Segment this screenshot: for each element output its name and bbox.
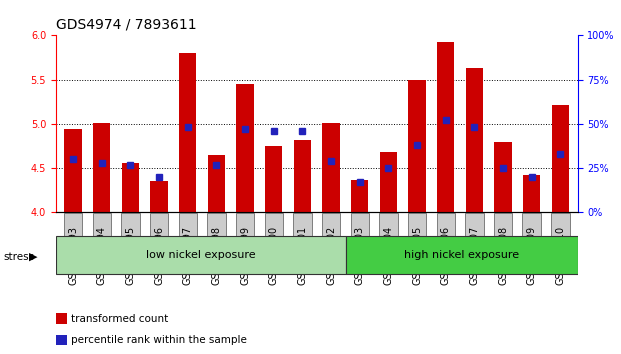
Text: GSM992698: GSM992698 (211, 226, 222, 285)
Bar (294, 140, 311, 212)
Text: GSM992703: GSM992703 (355, 226, 365, 285)
Text: transformed count: transformed count (71, 314, 169, 324)
Text: low nickel exposure: low nickel exposure (146, 250, 256, 260)
Bar (208, 155, 225, 212)
Bar (380, 152, 397, 212)
FancyBboxPatch shape (56, 236, 346, 274)
FancyBboxPatch shape (465, 213, 484, 237)
FancyBboxPatch shape (346, 236, 578, 274)
Bar (437, 42, 455, 212)
Bar (466, 68, 483, 212)
Text: GSM992705: GSM992705 (412, 226, 422, 285)
FancyBboxPatch shape (494, 213, 512, 237)
Text: ▶: ▶ (29, 252, 37, 262)
FancyBboxPatch shape (437, 213, 455, 237)
Bar (523, 175, 540, 212)
Text: GSM992707: GSM992707 (469, 226, 479, 285)
FancyBboxPatch shape (379, 213, 397, 237)
FancyBboxPatch shape (408, 213, 426, 237)
FancyBboxPatch shape (265, 213, 283, 237)
Text: high nickel exposure: high nickel exposure (404, 250, 519, 260)
Text: GDS4974 / 7893611: GDS4974 / 7893611 (56, 17, 196, 32)
Text: GSM992709: GSM992709 (527, 226, 537, 285)
Text: GSM992697: GSM992697 (183, 226, 193, 285)
FancyBboxPatch shape (522, 213, 541, 237)
FancyBboxPatch shape (236, 213, 254, 237)
Text: percentile rank within the sample: percentile rank within the sample (71, 335, 247, 345)
Text: GSM992706: GSM992706 (441, 226, 451, 285)
Text: GSM992704: GSM992704 (383, 226, 393, 285)
Text: stress: stress (3, 252, 34, 262)
Bar (322, 123, 340, 212)
FancyBboxPatch shape (322, 213, 340, 237)
FancyBboxPatch shape (150, 213, 168, 237)
Text: GSM992693: GSM992693 (68, 226, 78, 285)
Text: GSM992702: GSM992702 (326, 226, 336, 285)
Text: GSM992694: GSM992694 (97, 226, 107, 285)
FancyBboxPatch shape (551, 213, 569, 237)
Bar (237, 84, 253, 212)
Text: GSM992708: GSM992708 (498, 226, 508, 285)
Bar (409, 80, 425, 212)
Text: GSM992695: GSM992695 (125, 226, 135, 285)
FancyBboxPatch shape (121, 213, 140, 237)
Bar (551, 105, 569, 212)
Text: GSM992710: GSM992710 (555, 226, 565, 285)
Bar (494, 142, 512, 212)
Bar (65, 129, 82, 212)
FancyBboxPatch shape (207, 213, 225, 237)
FancyBboxPatch shape (293, 213, 312, 237)
FancyBboxPatch shape (93, 213, 111, 237)
FancyBboxPatch shape (179, 213, 197, 237)
Text: GSM992701: GSM992701 (297, 226, 307, 285)
Text: GSM992696: GSM992696 (154, 226, 164, 285)
Bar (150, 181, 168, 212)
Text: GSM992699: GSM992699 (240, 226, 250, 285)
Bar (93, 123, 111, 212)
Bar (122, 163, 139, 212)
FancyBboxPatch shape (64, 213, 82, 237)
Bar (265, 146, 283, 212)
Bar (351, 180, 368, 212)
Bar (179, 53, 196, 212)
Text: GSM992700: GSM992700 (269, 226, 279, 285)
FancyBboxPatch shape (350, 213, 369, 237)
